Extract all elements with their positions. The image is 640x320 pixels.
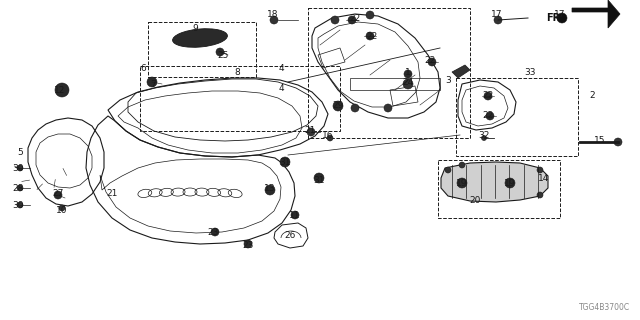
Text: 19: 19 <box>504 179 516 188</box>
Circle shape <box>494 16 502 24</box>
Circle shape <box>17 165 23 171</box>
Circle shape <box>537 192 543 198</box>
Text: 31: 31 <box>313 175 324 185</box>
Bar <box>148 22 256 77</box>
Circle shape <box>333 101 343 111</box>
Text: 17: 17 <box>492 10 503 19</box>
Text: 24: 24 <box>403 77 413 86</box>
Bar <box>438 160 560 218</box>
Polygon shape <box>452 65 470 78</box>
Circle shape <box>348 16 356 24</box>
Text: 4: 4 <box>278 84 284 92</box>
Text: 32: 32 <box>478 131 490 140</box>
Circle shape <box>366 11 374 19</box>
Circle shape <box>54 191 62 199</box>
Text: 31: 31 <box>279 157 291 166</box>
Text: 2: 2 <box>589 91 595 100</box>
Text: 9: 9 <box>192 23 198 33</box>
Circle shape <box>244 240 252 248</box>
Circle shape <box>327 135 333 141</box>
Text: 11: 11 <box>289 211 301 220</box>
Circle shape <box>459 162 465 168</box>
Text: 22: 22 <box>349 13 360 22</box>
Text: 19: 19 <box>456 179 468 188</box>
Ellipse shape <box>173 29 227 47</box>
Text: 28: 28 <box>12 183 24 193</box>
Text: 14: 14 <box>538 173 550 182</box>
Circle shape <box>314 173 324 183</box>
Text: TGG4B3700C: TGG4B3700C <box>579 303 630 312</box>
Circle shape <box>614 138 622 146</box>
Text: 8: 8 <box>234 68 240 76</box>
Bar <box>456 78 578 156</box>
Circle shape <box>404 70 412 78</box>
Circle shape <box>486 112 494 120</box>
Circle shape <box>457 178 467 188</box>
Text: 16: 16 <box>323 131 333 140</box>
Text: 25: 25 <box>218 51 228 60</box>
Circle shape <box>265 185 275 195</box>
Text: 21: 21 <box>106 188 118 197</box>
Circle shape <box>291 211 299 219</box>
Text: 5: 5 <box>17 148 23 156</box>
Text: 23: 23 <box>243 241 253 250</box>
Circle shape <box>17 202 23 208</box>
Bar <box>308 8 470 138</box>
Text: 22: 22 <box>483 91 493 100</box>
Text: 7: 7 <box>150 79 156 89</box>
Circle shape <box>484 92 492 100</box>
Text: 30: 30 <box>12 164 24 172</box>
Text: 26: 26 <box>284 230 296 239</box>
Circle shape <box>216 48 224 56</box>
Circle shape <box>147 77 157 87</box>
Circle shape <box>537 167 543 173</box>
Text: 33: 33 <box>524 68 536 76</box>
Circle shape <box>445 167 451 173</box>
Text: FR.: FR. <box>546 13 564 23</box>
Circle shape <box>331 16 339 24</box>
Polygon shape <box>441 162 548 202</box>
Circle shape <box>428 58 436 66</box>
Text: 23: 23 <box>207 228 219 236</box>
Circle shape <box>17 185 23 191</box>
Circle shape <box>366 32 374 40</box>
Circle shape <box>55 83 69 97</box>
Text: 10: 10 <box>56 205 68 214</box>
Circle shape <box>307 128 315 136</box>
Circle shape <box>505 178 515 188</box>
Bar <box>140 66 340 131</box>
Text: 13: 13 <box>264 183 276 193</box>
Circle shape <box>481 135 486 140</box>
Text: 17: 17 <box>554 10 566 19</box>
Text: 27: 27 <box>52 188 64 197</box>
Circle shape <box>557 13 567 23</box>
Text: 15: 15 <box>595 135 605 145</box>
Circle shape <box>351 104 359 112</box>
Text: 22: 22 <box>483 110 493 119</box>
Text: 12: 12 <box>54 85 66 94</box>
Circle shape <box>59 205 65 211</box>
Text: 29: 29 <box>332 100 344 109</box>
Text: 18: 18 <box>268 10 279 19</box>
Circle shape <box>270 16 278 24</box>
Circle shape <box>211 228 219 236</box>
Text: 20: 20 <box>469 196 481 204</box>
Text: 21: 21 <box>304 125 316 134</box>
Text: 30: 30 <box>12 201 24 210</box>
Text: 6: 6 <box>140 63 146 73</box>
Circle shape <box>384 104 392 112</box>
Circle shape <box>280 157 290 167</box>
Text: 22: 22 <box>424 55 436 65</box>
Text: 4: 4 <box>278 63 284 73</box>
Text: 22: 22 <box>366 31 378 41</box>
Text: 3: 3 <box>445 76 451 84</box>
Polygon shape <box>572 0 620 28</box>
Circle shape <box>403 79 413 89</box>
Text: 1: 1 <box>405 68 411 76</box>
